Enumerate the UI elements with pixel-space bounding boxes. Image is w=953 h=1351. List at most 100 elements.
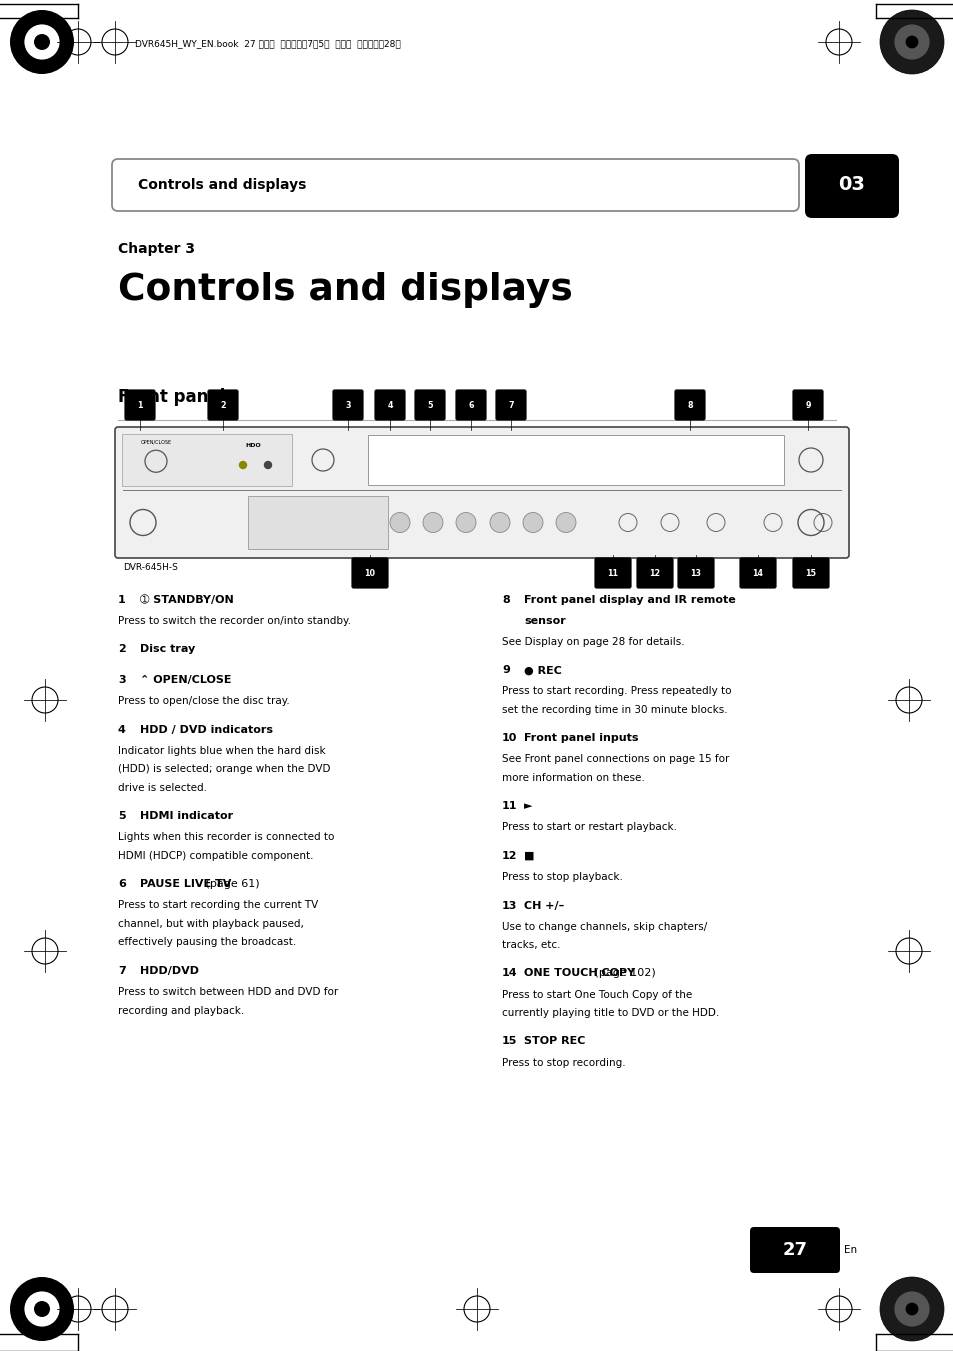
Text: 5: 5 <box>427 400 433 409</box>
Text: En: En <box>843 1246 856 1255</box>
Text: See Display on page 28 for details.: See Display on page 28 for details. <box>501 638 684 647</box>
Circle shape <box>264 462 272 469</box>
Text: 3: 3 <box>345 400 351 409</box>
Text: Press to switch the recorder on/into standby.: Press to switch the recorder on/into sta… <box>118 616 351 626</box>
Text: Use to change channels, skip chapters/: Use to change channels, skip chapters/ <box>501 921 706 931</box>
Text: 7: 7 <box>508 400 514 409</box>
Text: 13: 13 <box>501 901 517 911</box>
Circle shape <box>879 9 943 74</box>
Text: DVR645H_WY_EN.book  27 ページ  ２００６年7月5日  水曜日  午前１０時28分: DVR645H_WY_EN.book 27 ページ ２００６年7月5日 水曜日 … <box>135 39 400 49</box>
Circle shape <box>879 1277 943 1342</box>
Text: 2: 2 <box>220 400 226 409</box>
Text: ONE TOUCH COPY: ONE TOUCH COPY <box>523 969 635 978</box>
Circle shape <box>10 9 74 74</box>
Text: 7: 7 <box>118 966 126 975</box>
FancyBboxPatch shape <box>115 427 848 558</box>
FancyBboxPatch shape <box>415 389 445 420</box>
Circle shape <box>894 1292 928 1327</box>
Text: HDMI (HDCP) compatible component.: HDMI (HDCP) compatible component. <box>118 851 314 861</box>
Bar <box>248 496 388 549</box>
Text: 8: 8 <box>501 594 509 605</box>
Text: (HDD) is selected; orange when the DVD: (HDD) is selected; orange when the DVD <box>118 765 330 774</box>
Text: Press to stop playback.: Press to stop playback. <box>501 871 622 882</box>
Text: Press to switch between HDD and DVD for: Press to switch between HDD and DVD for <box>118 988 338 997</box>
Circle shape <box>25 24 59 59</box>
Circle shape <box>34 1301 50 1317</box>
FancyBboxPatch shape <box>496 389 526 420</box>
Text: set the recording time in 30 minute blocks.: set the recording time in 30 minute bloc… <box>501 705 727 715</box>
Text: ►: ► <box>523 801 532 812</box>
Text: 13: 13 <box>690 569 700 577</box>
Circle shape <box>556 512 576 532</box>
Text: Press to start One Touch Copy of the: Press to start One Touch Copy of the <box>501 989 692 1000</box>
Text: 27: 27 <box>781 1242 806 1259</box>
Text: 15: 15 <box>501 1036 517 1047</box>
Text: HDO: HDO <box>245 443 260 449</box>
Text: 15: 15 <box>804 569 816 577</box>
Text: 5: 5 <box>118 812 126 821</box>
Text: drive is selected.: drive is selected. <box>118 784 207 793</box>
FancyBboxPatch shape <box>333 389 363 420</box>
Text: effectively pausing the broadcast.: effectively pausing the broadcast. <box>118 938 296 947</box>
Text: Disc tray: Disc tray <box>140 644 195 654</box>
Text: Controls and displays: Controls and displays <box>138 178 306 192</box>
Text: 11: 11 <box>607 569 618 577</box>
Text: Press to start or restart playback.: Press to start or restart playback. <box>501 823 677 832</box>
FancyBboxPatch shape <box>208 389 238 420</box>
Text: 03: 03 <box>838 176 864 195</box>
Text: 11: 11 <box>501 801 517 812</box>
Circle shape <box>904 35 918 49</box>
FancyBboxPatch shape <box>112 159 799 211</box>
Text: Lights when this recorder is connected to: Lights when this recorder is connected t… <box>118 832 334 843</box>
FancyBboxPatch shape <box>677 558 714 588</box>
FancyBboxPatch shape <box>125 389 155 420</box>
Text: 1: 1 <box>137 400 143 409</box>
Text: sensor: sensor <box>523 616 565 626</box>
Text: 14: 14 <box>501 969 517 978</box>
Circle shape <box>490 512 510 532</box>
Text: 12: 12 <box>649 569 659 577</box>
Text: STOP REC: STOP REC <box>523 1036 585 1047</box>
Text: 3: 3 <box>118 676 126 685</box>
Text: (page 61): (page 61) <box>202 880 260 889</box>
Text: 6: 6 <box>118 880 126 889</box>
Text: recording and playback.: recording and playback. <box>118 1005 244 1016</box>
Text: 9: 9 <box>501 666 509 676</box>
Text: Controls and displays: Controls and displays <box>118 272 572 308</box>
Text: OPEN/CLOSE: OPEN/CLOSE <box>140 439 172 444</box>
Text: tracks, etc.: tracks, etc. <box>501 940 560 950</box>
FancyBboxPatch shape <box>352 558 388 588</box>
Text: HDD/DVD: HDD/DVD <box>140 966 199 975</box>
Text: 4: 4 <box>118 725 126 735</box>
Circle shape <box>239 462 246 469</box>
Text: (page 102): (page 102) <box>591 969 656 978</box>
Bar <box>122 434 292 486</box>
FancyBboxPatch shape <box>636 558 673 588</box>
Text: more information on these.: more information on these. <box>501 773 644 784</box>
Text: currently playing title to DVD or the HDD.: currently playing title to DVD or the HD… <box>501 1008 719 1019</box>
Text: CH +/–: CH +/– <box>523 901 563 911</box>
Text: 8: 8 <box>686 400 692 409</box>
Circle shape <box>456 512 476 532</box>
Text: ⌃ OPEN/CLOSE: ⌃ OPEN/CLOSE <box>140 676 232 685</box>
Text: 9: 9 <box>804 400 810 409</box>
Bar <box>368 435 783 485</box>
Text: Front panel display and IR remote: Front panel display and IR remote <box>523 594 735 605</box>
Text: 1: 1 <box>118 594 126 605</box>
Text: 6: 6 <box>468 400 474 409</box>
FancyBboxPatch shape <box>456 389 486 420</box>
Text: Press to start recording. Press repeatedly to: Press to start recording. Press repeated… <box>501 686 731 697</box>
Text: Chapter 3: Chapter 3 <box>118 242 194 255</box>
Text: HDMI indicator: HDMI indicator <box>140 812 233 821</box>
FancyBboxPatch shape <box>792 558 828 588</box>
Circle shape <box>390 512 410 532</box>
FancyBboxPatch shape <box>375 389 405 420</box>
FancyBboxPatch shape <box>792 389 822 420</box>
FancyBboxPatch shape <box>674 389 704 420</box>
FancyBboxPatch shape <box>804 154 898 218</box>
Text: ■: ■ <box>523 851 534 861</box>
Circle shape <box>25 1292 59 1327</box>
FancyBboxPatch shape <box>594 558 631 588</box>
Circle shape <box>34 34 50 50</box>
Text: 12: 12 <box>501 851 517 861</box>
